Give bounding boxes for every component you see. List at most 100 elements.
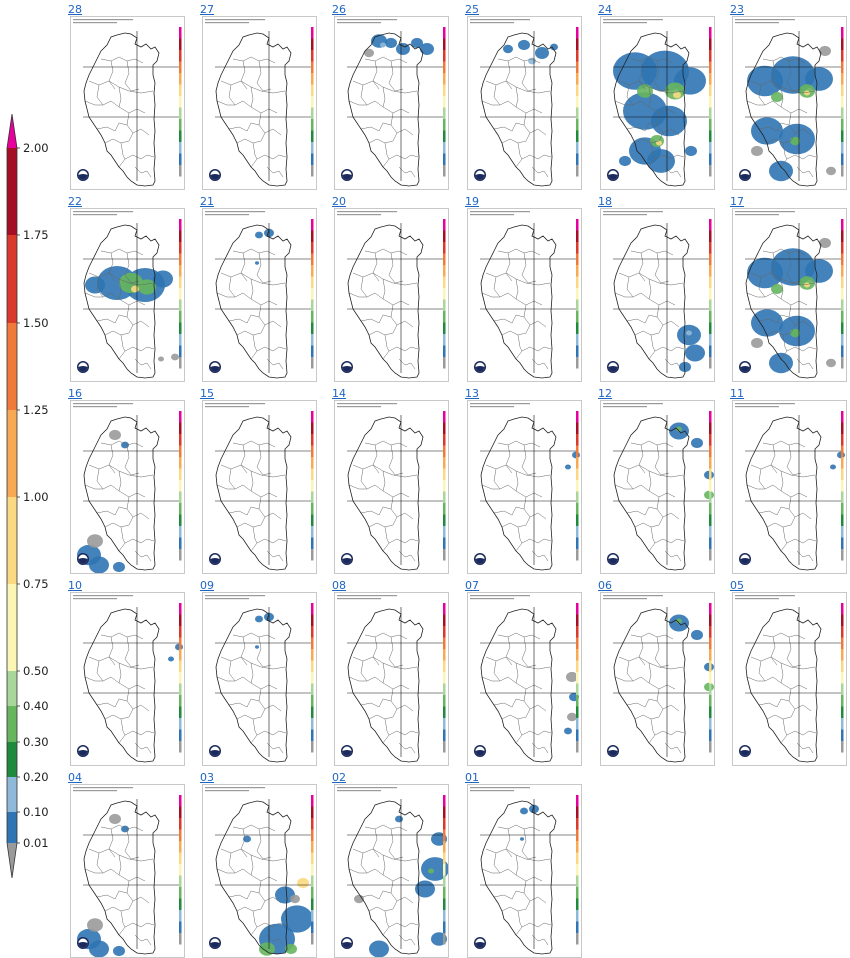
day-link[interactable]: 10 (68, 579, 82, 592)
precip-map-thumbnail[interactable] (202, 16, 317, 190)
day-link[interactable]: 09 (200, 579, 214, 592)
basin-outline (347, 416, 424, 571)
precip-map-thumbnail[interactable] (70, 592, 185, 766)
day-link[interactable]: 05 (730, 579, 744, 592)
precip-map-thumbnail[interactable] (467, 592, 582, 766)
precip-map-thumbnail[interactable] (732, 400, 847, 574)
map-header-text (470, 598, 514, 600)
map-header-text (735, 403, 795, 405)
day-link[interactable]: 21 (200, 195, 214, 208)
precip-map-thumbnail[interactable] (334, 784, 449, 958)
precip-overlay (503, 39, 558, 65)
precip-map-thumbnail[interactable] (600, 16, 715, 190)
map-header-text (337, 595, 397, 597)
precip-map-thumbnail[interactable] (202, 592, 317, 766)
precip-map-thumbnail[interactable] (600, 400, 715, 574)
day-link[interactable]: 08 (332, 579, 346, 592)
day-link[interactable]: 03 (200, 771, 214, 784)
precip-map-thumbnail[interactable] (467, 208, 582, 382)
basin-outline (480, 800, 557, 955)
map-cell-day-05: 05 (728, 576, 847, 766)
basin-outline (613, 608, 690, 763)
basin-outline (83, 416, 160, 571)
basin-outline (745, 224, 822, 379)
map-header-text (603, 22, 647, 24)
basin-outline (745, 416, 822, 571)
map-header-text (337, 214, 381, 216)
day-link[interactable]: 06 (598, 579, 612, 592)
basin-map (83, 31, 181, 187)
basin-map (347, 799, 448, 957)
map-cell-day-17: 17 (728, 192, 847, 382)
day-link[interactable]: 15 (200, 387, 214, 400)
day-link[interactable]: 24 (598, 3, 612, 16)
colorbar-band (7, 497, 17, 584)
precip-map-svg (470, 211, 579, 379)
mini-colorbar (709, 411, 712, 561)
precip-map-thumbnail[interactable] (334, 16, 449, 190)
colorbar-band (7, 706, 17, 742)
day-link[interactable]: 19 (465, 195, 479, 208)
day-link[interactable]: 22 (68, 195, 82, 208)
precip-map-thumbnail[interactable] (334, 592, 449, 766)
precip-map-thumbnail[interactable] (70, 16, 185, 190)
map-header-text (603, 598, 647, 600)
noaa-logo (341, 169, 353, 181)
basin-map (347, 607, 445, 763)
day-link[interactable]: 28 (68, 3, 82, 16)
colorbar-tick-label: 1.25 (23, 403, 49, 417)
map-cell-day-10: 10 (66, 576, 185, 766)
precip-map-svg (205, 787, 314, 956)
day-link[interactable]: 26 (332, 3, 346, 16)
colorbar-tick-label: 2.00 (23, 141, 49, 155)
noaa-logo (474, 745, 486, 757)
day-link[interactable]: 17 (730, 195, 744, 208)
day-link[interactable]: 27 (200, 3, 214, 16)
precip-map-svg (337, 403, 446, 571)
day-link[interactable]: 07 (465, 579, 479, 592)
basin-outline (745, 608, 822, 763)
precip-map-thumbnail[interactable] (467, 16, 582, 190)
basin-outline (480, 608, 557, 763)
day-link[interactable]: 16 (68, 387, 82, 400)
map-header-text (735, 19, 795, 21)
precip-map-thumbnail[interactable] (732, 16, 847, 190)
precip-map-thumbnail[interactable] (467, 400, 582, 574)
precip-map-thumbnail[interactable] (600, 208, 715, 382)
day-link[interactable]: 25 (465, 3, 479, 16)
basin-map (83, 223, 181, 379)
precip-map-thumbnail[interactable] (600, 592, 715, 766)
day-link[interactable]: 18 (598, 195, 612, 208)
precip-map-thumbnail[interactable] (334, 400, 449, 574)
precip-map-thumbnail[interactable] (70, 784, 185, 958)
day-link[interactable]: 13 (465, 387, 479, 400)
precip-map-thumbnail[interactable] (202, 208, 317, 382)
day-link[interactable]: 04 (68, 771, 82, 784)
day-link[interactable]: 14 (332, 387, 346, 400)
colorbar-tick-label: 0.40 (23, 699, 49, 713)
map-header-text (73, 19, 133, 21)
noaa-logo (341, 937, 353, 949)
basin-map (613, 31, 711, 187)
day-link[interactable]: 02 (332, 771, 346, 784)
precip-map-thumbnail[interactable] (70, 208, 185, 382)
precip-map-thumbnail[interactable] (732, 592, 847, 766)
precip-map-thumbnail[interactable] (467, 784, 582, 958)
precip-map-thumbnail[interactable] (202, 400, 317, 574)
colorbar-ticks: 2.00 1.75 1.50 1.25 1.00 0.75 0.50 0.40 0.30 0.20… (17, 141, 49, 850)
day-link[interactable]: 12 (598, 387, 612, 400)
basin-map (745, 31, 843, 187)
precip-map-thumbnail[interactable] (732, 208, 847, 382)
day-link[interactable]: 23 (730, 3, 744, 16)
map-header-text (603, 406, 647, 408)
noaa-logo (607, 553, 619, 565)
basin-map (347, 415, 445, 571)
precip-map-thumbnail[interactable] (202, 784, 317, 958)
precip-map-thumbnail[interactable] (70, 400, 185, 574)
day-link[interactable]: 11 (730, 387, 744, 400)
map-header-text (470, 403, 530, 405)
precip-overlay (669, 422, 714, 500)
precip-map-thumbnail[interactable] (334, 208, 449, 382)
day-link[interactable]: 01 (465, 771, 479, 784)
day-link[interactable]: 20 (332, 195, 346, 208)
